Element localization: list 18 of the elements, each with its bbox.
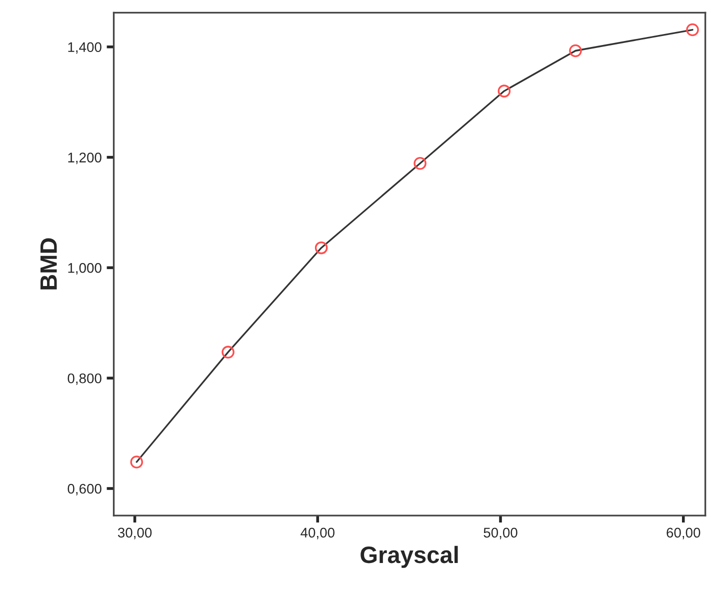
y-tick-label: 0,800 xyxy=(68,373,102,385)
point xyxy=(314,241,328,254)
y-axis-title: BMD xyxy=(40,238,57,290)
point xyxy=(569,44,582,58)
x-tick-label: 50,00 xyxy=(484,528,518,540)
x-axis-title: Grayscal xyxy=(360,546,458,568)
x-tick-label: 60,00 xyxy=(666,528,700,540)
point xyxy=(130,456,144,468)
x-tick-label: 30,00 xyxy=(118,528,152,540)
point xyxy=(498,84,511,98)
point xyxy=(686,23,699,36)
point xyxy=(222,346,234,359)
y-tick-label: 1,000 xyxy=(68,263,102,275)
y-tick-label: 1,400 xyxy=(68,42,102,54)
y-tick-label: 0,600 xyxy=(68,484,102,496)
y-tick-label: 1,200 xyxy=(68,152,102,164)
point xyxy=(414,156,426,170)
x-tick-label: 40,00 xyxy=(300,528,334,540)
